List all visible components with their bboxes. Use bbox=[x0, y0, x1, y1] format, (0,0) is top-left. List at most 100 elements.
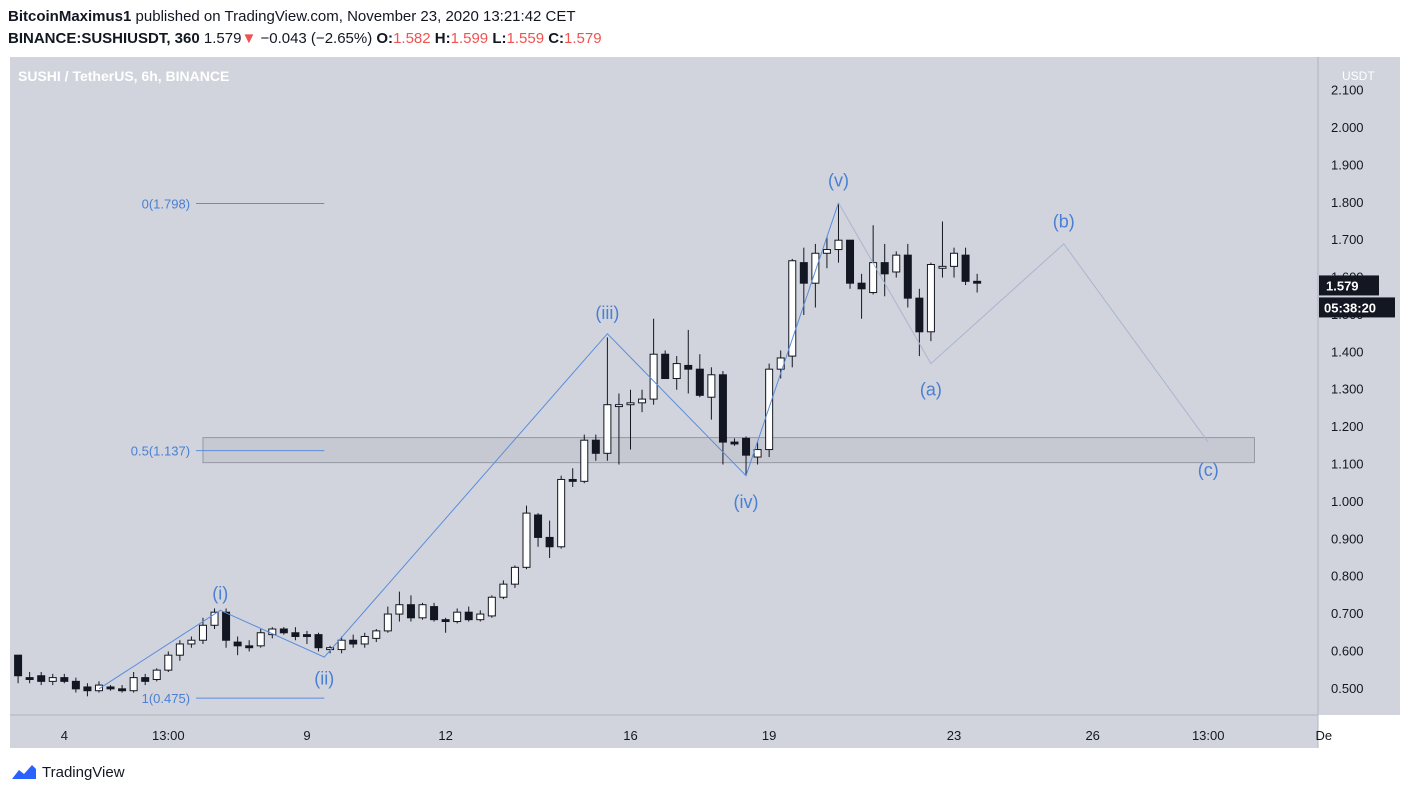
candle-body[interactable] bbox=[245, 645, 254, 649]
candle-body[interactable] bbox=[765, 368, 774, 451]
candle-body[interactable] bbox=[441, 619, 450, 623]
author-name[interactable]: BitcoinMaximus1 bbox=[8, 8, 132, 25]
candle-body[interactable] bbox=[672, 363, 681, 380]
price-axis[interactable] bbox=[1318, 57, 1400, 715]
candle-body[interactable] bbox=[372, 630, 381, 639]
candle-body[interactable] bbox=[846, 239, 855, 284]
candle-body[interactable] bbox=[522, 512, 531, 568]
candle-body[interactable] bbox=[222, 611, 231, 641]
candle-body[interactable] bbox=[892, 254, 901, 273]
price-chart[interactable]: SUSHI / TetherUS, 6h, BINANCE USDT 2.100… bbox=[0, 0, 1410, 760]
candle-body[interactable] bbox=[430, 606, 439, 621]
candle-body[interactable] bbox=[638, 398, 647, 404]
candle-body[interactable] bbox=[499, 583, 508, 598]
candle-body[interactable] bbox=[256, 632, 265, 647]
candle-body[interactable] bbox=[834, 239, 843, 251]
candle-body[interactable] bbox=[291, 632, 300, 637]
candle-body[interactable] bbox=[603, 404, 612, 454]
candle-body[interactable] bbox=[753, 449, 762, 458]
candle-body[interactable] bbox=[129, 677, 138, 692]
candle-body[interactable] bbox=[360, 635, 369, 645]
candle-body[interactable] bbox=[25, 677, 34, 680]
candle-body[interactable] bbox=[453, 611, 462, 623]
chart-header: BitcoinMaximus1 published on TradingView… bbox=[8, 6, 1398, 50]
tradingview-logo-icon bbox=[12, 765, 36, 779]
candle-body[interactable] bbox=[684, 364, 693, 370]
candle-body[interactable] bbox=[71, 680, 80, 690]
candle-body[interactable] bbox=[938, 265, 947, 269]
candle-body[interactable] bbox=[510, 566, 519, 585]
candle-body[interactable] bbox=[545, 536, 554, 548]
plot-area[interactable] bbox=[10, 57, 1318, 715]
candle-body[interactable] bbox=[568, 478, 577, 482]
candle-body[interactable] bbox=[60, 677, 69, 682]
candle-body[interactable] bbox=[487, 596, 496, 617]
candle-body[interactable] bbox=[302, 634, 311, 637]
candle-body[interactable] bbox=[799, 262, 808, 284]
candle-body[interactable] bbox=[164, 654, 173, 671]
candle-body[interactable] bbox=[811, 252, 820, 284]
wave-label: (i) bbox=[212, 583, 228, 603]
candle-body[interactable] bbox=[175, 643, 184, 656]
candle-body[interactable] bbox=[730, 441, 739, 445]
published-text: published on TradingView.com, November 2… bbox=[135, 8, 576, 25]
candle-body[interactable] bbox=[14, 654, 23, 677]
candle-body[interactable] bbox=[557, 478, 566, 548]
candle-body[interactable] bbox=[418, 604, 427, 619]
candle-body[interactable] bbox=[661, 353, 670, 380]
candle-body[interactable] bbox=[591, 439, 600, 454]
candle-body[interactable] bbox=[580, 439, 589, 482]
candle-body[interactable] bbox=[48, 677, 57, 682]
candle-body[interactable] bbox=[233, 641, 242, 647]
candle-body[interactable] bbox=[187, 639, 196, 645]
candle-body[interactable] bbox=[718, 374, 727, 443]
candle-body[interactable] bbox=[950, 252, 959, 267]
candle-body[interactable] bbox=[788, 260, 797, 357]
wave-label: (iv) bbox=[734, 492, 759, 512]
candle-body[interactable] bbox=[742, 437, 751, 456]
candle-body[interactable] bbox=[83, 686, 92, 692]
candle-body[interactable] bbox=[915, 297, 924, 333]
candle-body[interactable] bbox=[210, 611, 219, 626]
candle-body[interactable] bbox=[141, 677, 150, 682]
candle-body[interactable] bbox=[880, 262, 889, 275]
candle-body[interactable] bbox=[534, 514, 543, 538]
candle-body[interactable] bbox=[857, 282, 866, 290]
candle-body[interactable] bbox=[626, 402, 635, 406]
candle-body[interactable] bbox=[903, 254, 912, 299]
wave-label: (a) bbox=[920, 380, 942, 400]
candle-body[interactable] bbox=[118, 688, 127, 692]
candle-body[interactable] bbox=[406, 604, 415, 619]
impulse-wave-line[interactable] bbox=[98, 202, 839, 690]
time-tick-label: 13:00 bbox=[1192, 728, 1225, 743]
wave-label: (iii) bbox=[595, 303, 619, 323]
candle-body[interactable] bbox=[395, 604, 404, 615]
candle-body[interactable] bbox=[349, 639, 358, 645]
candle-body[interactable] bbox=[279, 628, 288, 634]
candle-body[interactable] bbox=[822, 249, 831, 254]
candle-body[interactable] bbox=[961, 254, 970, 282]
candle-body[interactable] bbox=[973, 280, 982, 284]
corrective-wave-line[interactable] bbox=[838, 202, 1209, 443]
time-axis[interactable] bbox=[10, 715, 1318, 748]
candle-body[interactable] bbox=[649, 353, 658, 400]
candle-body[interactable] bbox=[476, 613, 485, 621]
candle-body[interactable] bbox=[614, 404, 623, 408]
support-zone[interactable] bbox=[202, 437, 1255, 464]
candle-body[interactable] bbox=[926, 263, 935, 333]
candle-body[interactable] bbox=[94, 684, 103, 692]
candle-body[interactable] bbox=[152, 669, 161, 680]
candle-body[interactable] bbox=[198, 624, 207, 641]
candle-body[interactable] bbox=[707, 374, 716, 398]
time-tick-label: 23 bbox=[947, 728, 961, 743]
price-tick-label: 0.700 bbox=[1331, 606, 1364, 621]
price-tick-label: 1.400 bbox=[1331, 344, 1364, 359]
candle-body[interactable] bbox=[106, 686, 115, 690]
candle-body[interactable] bbox=[326, 647, 335, 651]
candle-body[interactable] bbox=[314, 634, 323, 649]
candle-body[interactable] bbox=[464, 611, 473, 621]
candle-body[interactable] bbox=[383, 613, 392, 632]
candle-body[interactable] bbox=[337, 639, 346, 651]
candle-body[interactable] bbox=[695, 368, 704, 396]
candle-body[interactable] bbox=[37, 675, 46, 682]
